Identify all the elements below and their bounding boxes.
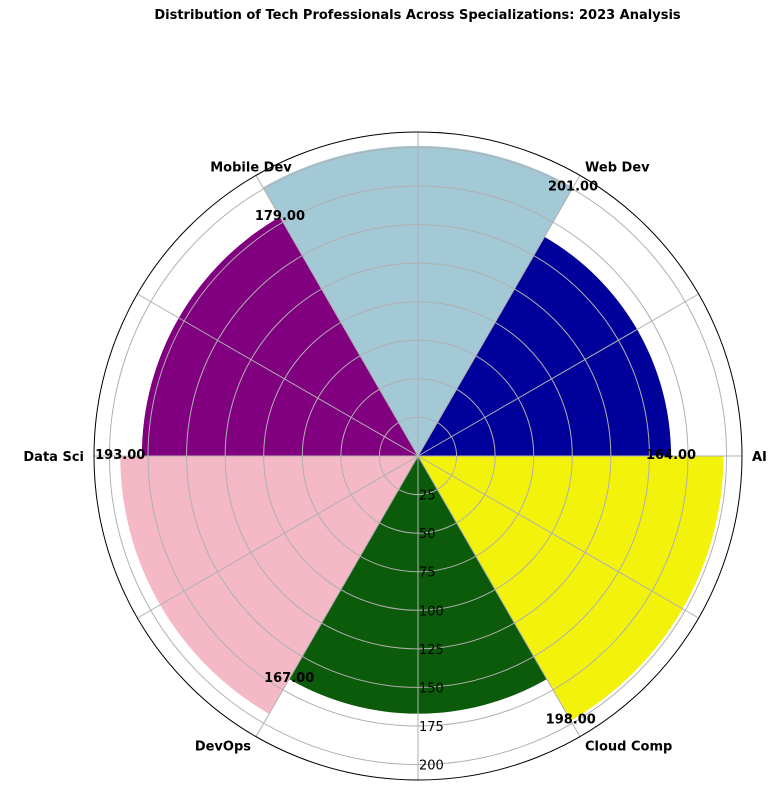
value-label: 179.00 — [255, 209, 305, 224]
grid-spoke — [417, 175, 581, 457]
grid-spoke — [137, 293, 419, 457]
bars-layer — [120, 145, 724, 721]
value-label: 201.00 — [548, 179, 598, 194]
grid-spoke — [417, 455, 581, 737]
bar-mobile-dev — [141, 216, 419, 456]
category-label: Mobile Dev — [210, 161, 292, 176]
value-label: 193.00 — [95, 448, 145, 463]
r-tick-label: 175 — [419, 720, 444, 735]
grid-layer — [93, 131, 743, 781]
category-label: Data Sci — [23, 450, 84, 465]
value-label: 167.00 — [264, 671, 314, 686]
grid-spoke — [255, 455, 419, 737]
r-tick-label: 150 — [419, 681, 444, 696]
grid-spoke — [137, 455, 419, 619]
category-label: Cloud Comp — [585, 739, 672, 754]
value-label: 198.00 — [546, 713, 596, 728]
labels-layer: 25 50 75 100 125 150 175 200 AI Web Dev Mobile Dev… — [23, 161, 767, 774]
bar-data-sci — [120, 456, 418, 714]
value-label: 164.00 — [646, 448, 696, 463]
grid-spoke — [417, 455, 699, 619]
r-tick-label: 200 — [419, 759, 444, 774]
r-tick-label: 25 — [419, 489, 436, 504]
category-label: AI — [752, 450, 767, 465]
chart-title: Distribution of Tech Professionals Acros… — [154, 8, 681, 23]
plot-frame — [93, 131, 743, 781]
grid-spoke — [417, 293, 699, 457]
bar-ai — [418, 236, 672, 456]
bar-cloud-comp — [418, 456, 724, 721]
r-tick-label: 75 — [419, 566, 436, 581]
r-tick-label: 125 — [419, 643, 444, 658]
category-label: Web Dev — [585, 161, 650, 176]
r-tick-label: 50 — [419, 527, 436, 542]
category-label: DevOps — [195, 739, 251, 754]
grid-spoke — [255, 175, 419, 457]
r-tick-label: 100 — [419, 604, 444, 619]
